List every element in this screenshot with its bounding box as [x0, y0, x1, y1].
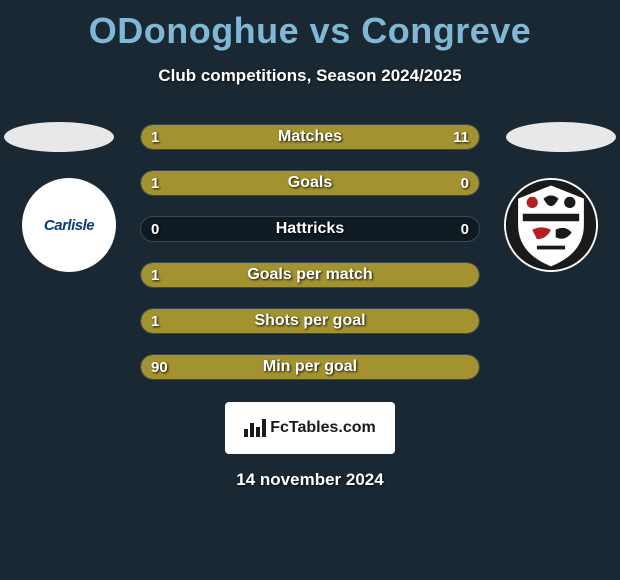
stat-value-right: 11 [453, 125, 469, 149]
stat-bars: 1Matches111Goals00Hattricks01Goals per m… [140, 124, 480, 380]
right-crest-svg [504, 178, 598, 272]
subtitle: Club competitions, Season 2024/2025 [0, 66, 620, 86]
left-club-crest: Carlisle [22, 178, 116, 272]
date-text: 14 november 2024 [0, 470, 620, 490]
stat-label: Min per goal [141, 355, 479, 379]
page-title: ODonoghue vs Congreve [0, 0, 620, 52]
stat-value-right: 0 [461, 171, 469, 195]
branding-text: FcTables.com [270, 419, 376, 437]
stat-row: 1Goals per match [140, 262, 480, 288]
left-player-oval [4, 122, 114, 152]
stat-label: Goals [141, 171, 479, 195]
right-player-oval [506, 122, 616, 152]
stat-label: Hattricks [141, 217, 479, 241]
stat-label: Shots per goal [141, 309, 479, 333]
branding-badge: FcTables.com [225, 402, 395, 454]
stat-row: 1Goals0 [140, 170, 480, 196]
stat-row: 0Hattricks0 [140, 216, 480, 242]
stat-label: Matches [141, 125, 479, 149]
stat-row: 1Matches11 [140, 124, 480, 150]
stat-row: 1Shots per goal [140, 308, 480, 334]
stat-row: 90Min per goal [140, 354, 480, 380]
left-crest-text: Carlisle [44, 217, 94, 234]
stat-value-right: 0 [461, 217, 469, 241]
right-club-crest [504, 178, 598, 272]
stat-label: Goals per match [141, 263, 479, 287]
branding-icon [244, 419, 266, 437]
comparison-panel: Carlisle 1Matches111Goals00Hattricks01Go… [0, 124, 620, 380]
